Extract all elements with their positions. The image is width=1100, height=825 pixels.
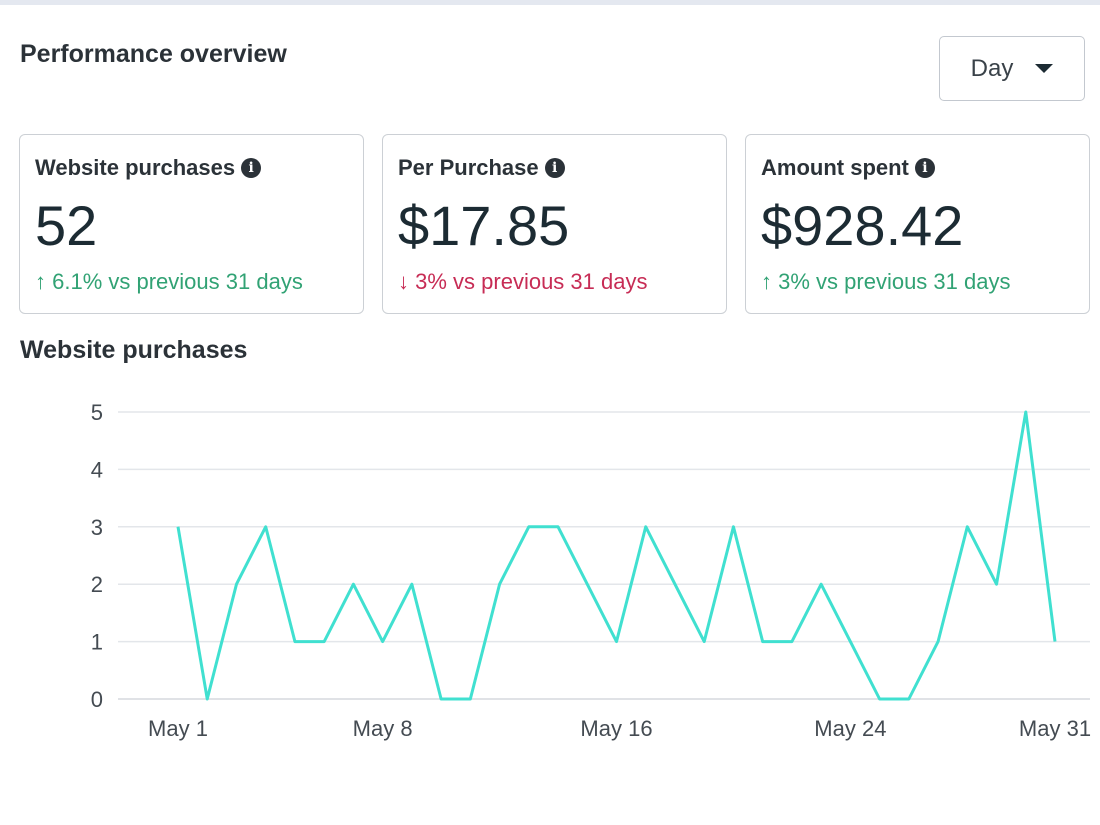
metric-value: $928.42 xyxy=(761,194,964,257)
metric-delta: ↓ 3% vs previous 31 days xyxy=(398,269,647,295)
x-tick-label: May 24 xyxy=(814,716,886,741)
arrow-up-icon: ↑ xyxy=(761,269,772,294)
y-tick-label: 3 xyxy=(91,515,103,540)
granularity-value: Day xyxy=(970,54,1014,82)
x-tick-label: May 8 xyxy=(353,716,413,741)
metric-delta: ↑ 3% vs previous 31 days xyxy=(761,269,1010,295)
metric-label: Amount spent i xyxy=(761,155,935,181)
page-title: Performance overview xyxy=(20,40,287,68)
metric-label-text: Amount spent xyxy=(761,155,909,180)
metric-label: Website purchases i xyxy=(35,155,262,181)
metric-card: Website purchases i 52 ↑ 6.1% vs previous… xyxy=(19,134,364,314)
info-icon[interactable]: i xyxy=(914,158,935,178)
metric-value: $17.85 xyxy=(398,194,570,257)
x-tick-label: May 31 xyxy=(1019,716,1091,741)
x-tick-label: May 16 xyxy=(580,716,652,741)
arrow-up-icon: ↑ xyxy=(35,269,46,294)
metric-card: Per Purchase i $17.85 ↓ 3% vs previous 31… xyxy=(382,134,727,314)
y-tick-label: 4 xyxy=(91,457,103,482)
metric-delta: ↑ 6.1% vs previous 31 days xyxy=(35,269,303,295)
y-tick-label: 1 xyxy=(91,630,103,655)
metric-label-text: Website purchases xyxy=(35,155,236,180)
caret-down-icon xyxy=(1035,64,1054,73)
y-tick-label: 5 xyxy=(91,400,103,425)
info-icon[interactable]: i xyxy=(241,158,262,178)
top-divider xyxy=(0,0,1100,5)
chart-title: Website purchases xyxy=(20,336,248,364)
metric-label-text: Per Purchase xyxy=(398,155,539,180)
metric-card: Amount spent i $928.42 ↑ 3% vs previous 3… xyxy=(745,134,1090,314)
series-line xyxy=(176,410,1057,701)
y-tick-label: 0 xyxy=(91,687,103,712)
x-tick-label: May 1 xyxy=(148,716,208,741)
arrow-down-icon: ↓ xyxy=(398,269,409,294)
granularity-dropdown[interactable]: Day xyxy=(939,36,1085,101)
metric-delta-text: 3% vs previous 31 days xyxy=(415,269,648,294)
y-tick-label: 2 xyxy=(91,572,103,597)
metric-label: Per Purchase i xyxy=(398,155,565,181)
metric-delta-text: 3% vs previous 31 days xyxy=(778,269,1011,294)
info-icon[interactable]: i xyxy=(544,158,565,178)
metric-value: 52 xyxy=(35,194,98,257)
metric-delta-text: 6.1% vs previous 31 days xyxy=(52,269,303,294)
